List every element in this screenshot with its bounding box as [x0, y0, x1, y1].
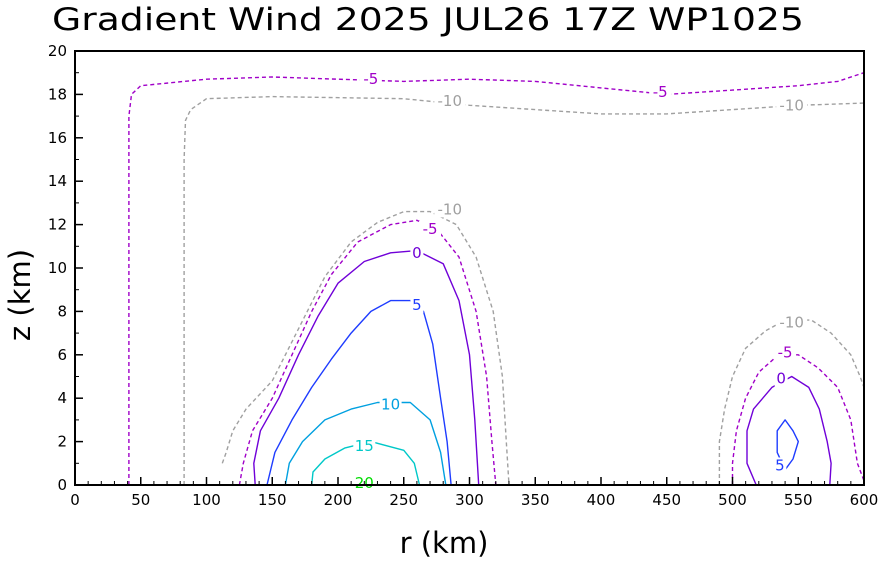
- y-tick-label: 0: [57, 476, 67, 494]
- contour-layer: [128, 72, 865, 486]
- y-tick-label: 6: [57, 346, 67, 364]
- contour-label-bg: [434, 201, 466, 218]
- contour-label-bg: [410, 296, 424, 313]
- contour-label: 0: [776, 370, 786, 388]
- contour-label: -10: [779, 313, 804, 331]
- contour-label: 15: [355, 437, 374, 455]
- contour-label-bg: [379, 396, 402, 413]
- x-tick-label: 600: [850, 491, 879, 509]
- x-tick-label: 550: [784, 491, 813, 509]
- contour-line: [238, 219, 497, 486]
- y-tick-label: 16: [48, 129, 67, 147]
- contour-label-bg: [649, 84, 672, 101]
- contour-label: 5: [412, 296, 422, 314]
- y-axis-label: z (km): [3, 249, 37, 341]
- contour-label-bg: [410, 244, 424, 261]
- contour-label-bg: [776, 97, 808, 114]
- contour-label: -5: [423, 220, 438, 238]
- contour-line: [183, 95, 865, 485]
- contour-line: [718, 319, 865, 485]
- x-tick-label: 500: [718, 491, 747, 509]
- y-tick-label: 14: [48, 172, 67, 190]
- contour-label: -5: [653, 83, 668, 101]
- x-tick-label: 400: [587, 491, 616, 509]
- contour-line: [776, 419, 799, 471]
- x-axis-ticks: 0 50 100 150 200 250 300 350 400 450 500 550 600: [70, 477, 878, 509]
- y-tick-label: 18: [48, 85, 67, 103]
- contour-label-bg: [434, 92, 466, 109]
- contour-label-bg: [773, 457, 787, 474]
- y-tick-label: 2: [57, 433, 67, 451]
- plot-frame: [74, 50, 865, 486]
- contour-label: -5: [778, 344, 793, 362]
- contour-label-bg: [419, 220, 442, 237]
- contour-line: [746, 375, 832, 486]
- x-tick-label: 150: [258, 491, 287, 509]
- contour-label: 0: [412, 244, 422, 262]
- contour-line: [253, 249, 480, 486]
- contour-label: -10: [779, 96, 804, 114]
- contour-label-bg: [359, 71, 382, 88]
- x-tick-label: 50: [131, 491, 150, 509]
- contour-label-bg: [353, 437, 376, 454]
- x-tick-label: 450: [652, 491, 681, 509]
- x-tick-label: 200: [324, 491, 353, 509]
- y-tick-label: 8: [57, 302, 67, 320]
- contour-label-bg: [774, 370, 788, 387]
- y-axis-ticks: 0 2 4 6 8 10 12 14 16 18 20: [48, 42, 83, 494]
- x-tick-label: 100: [192, 491, 221, 509]
- contour-label: 10: [381, 396, 400, 414]
- x-tick-label: 0: [70, 491, 80, 509]
- y-tick-label: 10: [48, 259, 67, 277]
- contour-label: 5: [775, 456, 785, 474]
- contour-line: [284, 401, 447, 486]
- contour-line: [221, 210, 510, 486]
- contour-label-bg: [776, 314, 808, 331]
- contour-line: [266, 299, 452, 486]
- y-tick-label: 4: [57, 389, 67, 407]
- contour-label: -10: [438, 200, 463, 218]
- y-tick-label: 20: [48, 42, 67, 60]
- x-tick-label: 250: [389, 491, 418, 509]
- x-tick-label: 350: [521, 491, 550, 509]
- contour-line: [731, 354, 865, 485]
- contour-label: -10: [438, 92, 463, 110]
- x-tick-label: 300: [455, 491, 484, 509]
- contour-label-bg: [774, 344, 797, 361]
- contour-line: [128, 72, 865, 485]
- x-axis-label: r (km): [400, 526, 489, 560]
- contour-label: -5: [363, 70, 378, 88]
- y-tick-label: 12: [48, 216, 67, 234]
- chart-title: Gradient Wind 2025 JUL26 17Z WP1025: [52, 2, 804, 38]
